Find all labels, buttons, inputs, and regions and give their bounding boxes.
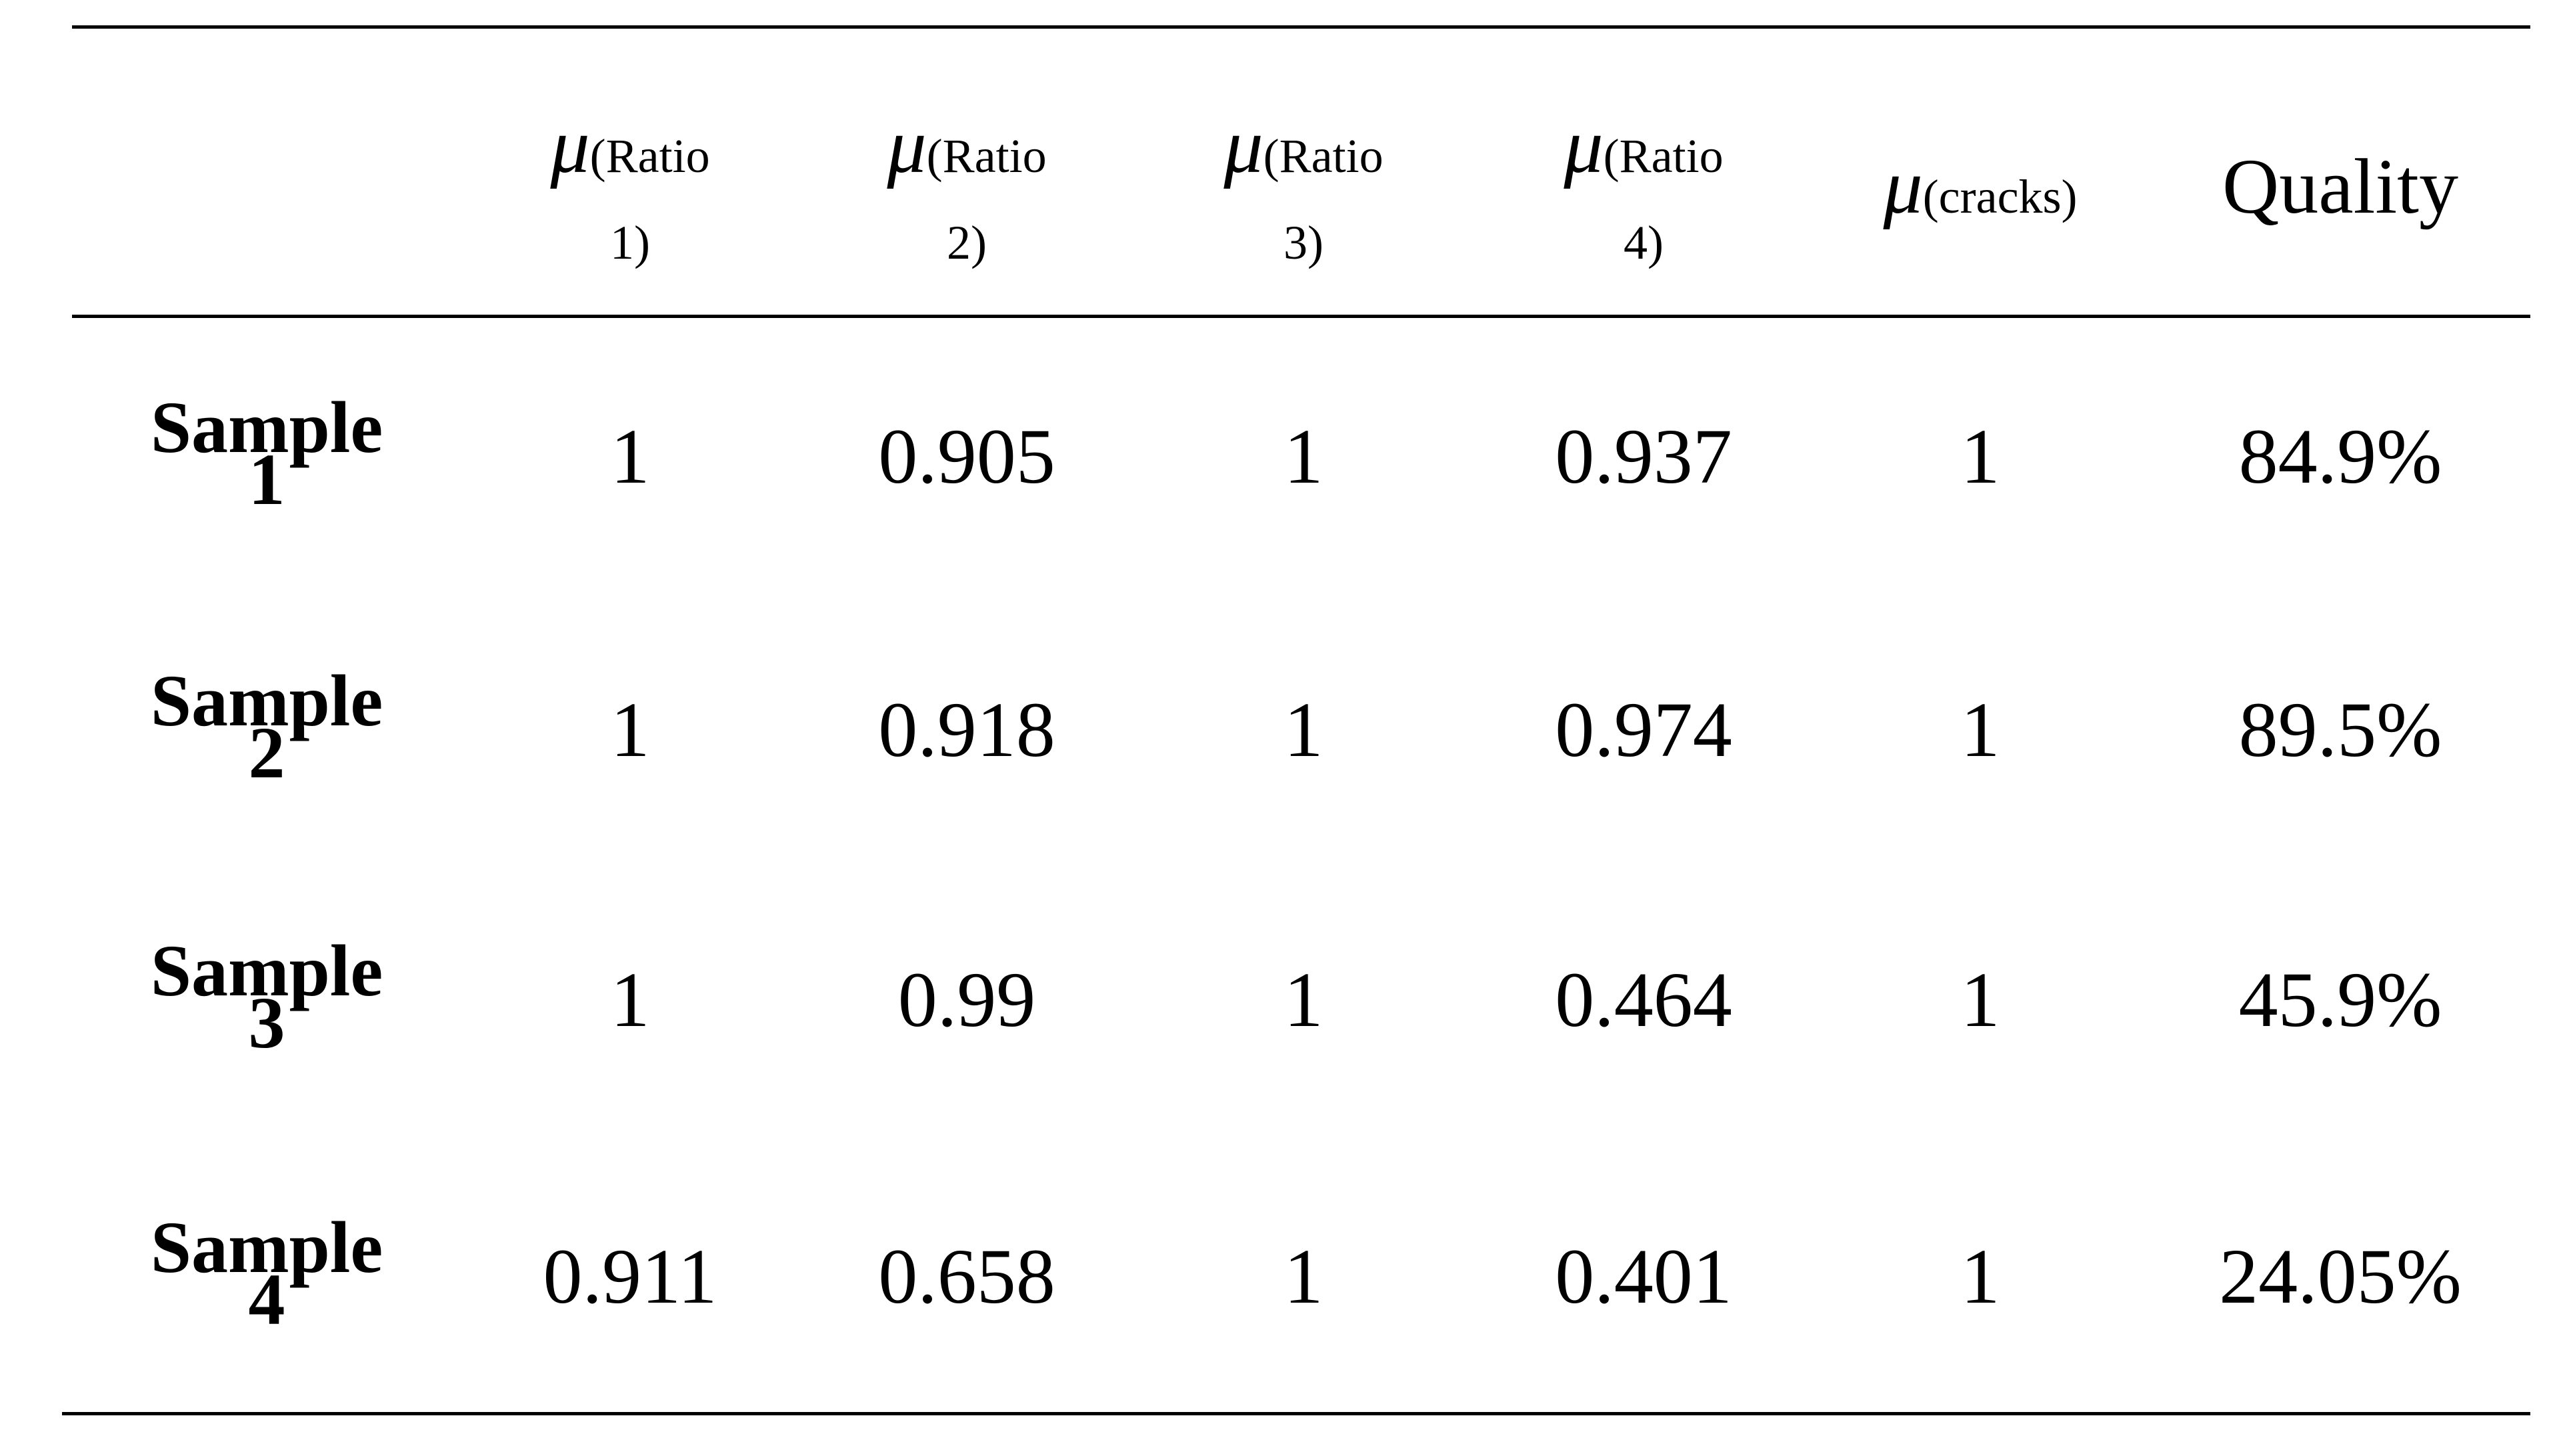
table-cell-quality: 89.5%	[2238, 686, 2442, 773]
mu-symbol: μ	[1564, 102, 1604, 189]
table-cell: 1	[1960, 956, 2000, 1043]
table-cell: 0.464	[1555, 956, 1732, 1043]
row-label-line2: 1	[248, 439, 285, 520]
header-subscript-line2: 1)	[610, 216, 650, 269]
row-label-line1: Sample	[150, 387, 383, 468]
table-cell-quality: 45.9%	[2238, 956, 2442, 1043]
row-label-line1: Sample	[150, 660, 383, 741]
mu-symbol: μ	[550, 102, 590, 189]
table-cell: 1	[610, 686, 650, 773]
table-cell: 0.658	[878, 1233, 1055, 1320]
header-subscript: (Ratio	[926, 129, 1047, 183]
table-cell: 1	[1960, 413, 2000, 500]
mu-symbol: μ	[1883, 143, 1923, 230]
table-cell: 0.905	[878, 413, 1055, 500]
row-label-sample-1: Sample 1	[107, 373, 427, 533]
header-subscript-line2: 2)	[947, 216, 987, 269]
mu-symbol: μ	[887, 102, 927, 189]
row-label-line1: Sample	[150, 930, 383, 1011]
row-label-line2: 3	[248, 982, 285, 1063]
table-cell: 0.937	[1555, 413, 1732, 500]
table-cell-quality: 84.9%	[2238, 413, 2442, 500]
table-cell: 0.974	[1555, 686, 1732, 773]
mu-symbol: μ	[1223, 102, 1263, 189]
table-cell: 0.911	[543, 1233, 717, 1320]
table-bottom-rule	[62, 1412, 2530, 1415]
table-cell: 0.918	[878, 686, 1055, 773]
header-mu-cracks: μ(cracks)	[1814, 80, 2147, 293]
table-cell: 1	[1284, 1233, 1324, 1320]
row-label-line2: 4	[248, 1259, 285, 1340]
row-label-line2: 2	[248, 712, 285, 793]
table-cell: 1	[1960, 1233, 2000, 1320]
table-cell: 1	[1284, 686, 1324, 773]
header-subscript: (cracks)	[1922, 170, 2078, 223]
table-cell: 1	[1960, 686, 2000, 773]
row-label-sample-2: Sample 2	[107, 647, 427, 807]
header-mu-ratio-3: μ(Ratio 3)	[1143, 80, 1464, 293]
header-mu-ratio-2: μ(Ratio 2)	[807, 80, 1127, 293]
header-quality: Quality	[2174, 80, 2507, 293]
table-cell: 1	[610, 413, 650, 500]
table-cell: 1	[1284, 413, 1324, 500]
header-mu-ratio-1: μ(Ratio 1)	[470, 80, 790, 293]
header-mu-ratio-4: μ(Ratio 4)	[1484, 80, 1804, 293]
header-subscript-line2: 4)	[1624, 216, 1664, 269]
row-label-sample-3: Sample 3	[107, 917, 427, 1077]
table-cell: 0.401	[1555, 1233, 1732, 1320]
table-cell: 1	[610, 956, 650, 1043]
row-label-sample-4: Sample 4	[107, 1193, 427, 1353]
row-label-line1: Sample	[150, 1207, 383, 1288]
table-cell: 1	[1284, 956, 1324, 1043]
header-subscript: (Ratio	[1603, 129, 1724, 183]
table-cell: 0.99	[897, 956, 1036, 1043]
table-top-rule	[72, 25, 2530, 29]
header-separator-rule	[72, 315, 2530, 318]
header-subscript: (Ratio	[1263, 129, 1384, 183]
header-subscript-line2: 3)	[1284, 216, 1324, 269]
table-cell-quality: 24.05%	[2219, 1233, 2462, 1320]
header-subscript: (Ratio	[589, 129, 710, 183]
header-quality-label: Quality	[2222, 143, 2458, 230]
